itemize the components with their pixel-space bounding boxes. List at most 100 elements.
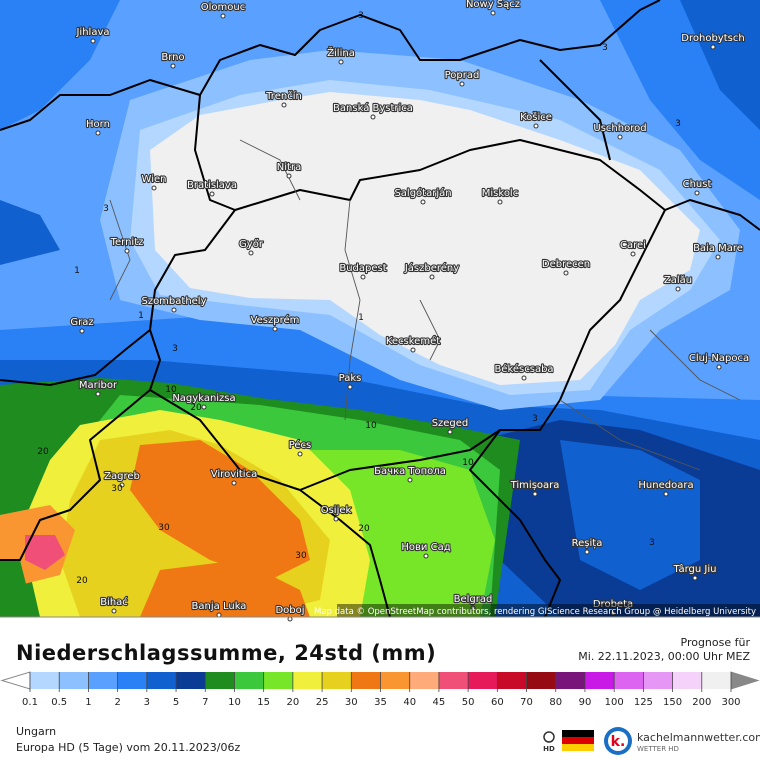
city-dot xyxy=(286,173,292,179)
city-dot xyxy=(470,605,476,611)
city-dot xyxy=(170,63,176,69)
city-label: Paks xyxy=(339,373,362,384)
scale-label: 25 xyxy=(316,697,329,708)
scale-label: 90 xyxy=(579,697,592,708)
city-label: Poprad xyxy=(445,70,480,81)
scale-label: 60 xyxy=(491,697,504,708)
scale-label: 7 xyxy=(202,697,208,708)
scale-swatch xyxy=(555,672,585,689)
city-label: Graz xyxy=(70,317,93,328)
city-label: Nagykanizsa xyxy=(172,393,235,404)
contour-label: 20 xyxy=(358,524,370,534)
contour-label: 10 xyxy=(365,421,377,431)
city-dot xyxy=(617,134,623,140)
badge-text: HD xyxy=(543,745,555,753)
contour-label: 3 xyxy=(675,119,681,129)
city-label: Zalău xyxy=(664,275,692,286)
contour-label: 20 xyxy=(37,447,49,457)
city-label: Carei xyxy=(620,240,646,251)
city-label: Drohobytsch xyxy=(681,33,744,44)
scale-swatch xyxy=(497,672,527,689)
city-label: Salgótarján xyxy=(394,187,451,199)
city-label: Kecskemét xyxy=(386,335,440,347)
city-dot xyxy=(272,326,278,332)
contour-label: 10 xyxy=(462,458,474,468)
contour-label: 3 xyxy=(602,43,608,53)
scale-swatch xyxy=(292,672,323,689)
city-dot xyxy=(423,553,429,559)
contour-label: 3 xyxy=(532,414,538,424)
scale-arrow-left xyxy=(0,671,31,690)
forecast-time: Mi. 22.11.2023, 00:00 Uhr MEZ xyxy=(578,650,750,663)
scale-swatch xyxy=(526,672,556,689)
scale-swatch xyxy=(176,672,206,689)
scale-swatch xyxy=(643,672,673,689)
scale-label: 2 xyxy=(114,697,120,708)
city-dot xyxy=(490,10,496,16)
city-label: Miskolc xyxy=(482,188,518,199)
city-dot xyxy=(459,81,465,87)
contour-label: 3 xyxy=(649,538,655,548)
city-dot xyxy=(248,250,254,256)
scale-swatch xyxy=(234,672,264,689)
contour-label: 10 xyxy=(165,385,177,395)
city-dot xyxy=(630,251,636,257)
hd-badge: HD xyxy=(543,731,555,753)
city-dot xyxy=(715,254,721,260)
city-label: Baia Mare xyxy=(693,243,743,254)
city-label: Virovitica xyxy=(211,469,257,480)
scale-swatch xyxy=(263,672,293,689)
city-label: Târgu Jiu xyxy=(673,563,717,575)
city-label: Jászberény xyxy=(404,262,459,274)
city-label: Veszprém xyxy=(251,314,300,326)
city-label: Nitra xyxy=(277,162,301,173)
city-label: Nowy Sącz xyxy=(466,0,520,10)
city-dot xyxy=(710,44,716,50)
city-label: Brno xyxy=(161,52,184,63)
city-label: Budapest xyxy=(339,263,386,274)
contour-label: 30 xyxy=(158,523,170,533)
scale-swatch xyxy=(672,672,702,689)
city-dot xyxy=(420,199,426,205)
scale-swatch xyxy=(351,672,381,689)
scale-label: 15 xyxy=(257,697,270,708)
legend-title: Niederschlagssumme, 24std (mm) xyxy=(16,641,436,665)
city-label: Osijek xyxy=(321,505,352,516)
city-label: Drobeta xyxy=(593,599,633,610)
city-dot xyxy=(429,274,435,280)
scale-label: 80 xyxy=(549,697,562,708)
scale-label: 70 xyxy=(520,697,533,708)
city-dot xyxy=(333,516,339,522)
city-label: Bihać xyxy=(100,596,128,608)
city-dot xyxy=(692,575,698,581)
city-dot xyxy=(584,549,590,555)
scale-swatch xyxy=(146,672,177,689)
contour-label: 3 xyxy=(103,204,109,214)
map-labels: Olomouc Nowy Sącz Jihlava Brno Žilina Drohoby… xyxy=(37,0,750,622)
city-dot xyxy=(287,616,293,622)
scale-swatch xyxy=(205,672,235,689)
city-dot xyxy=(370,114,376,120)
city-dot xyxy=(410,347,416,353)
contour-label: 1 xyxy=(358,313,364,323)
brand: kachelmannwetter.com xyxy=(637,731,760,744)
city-label: Doboj xyxy=(275,605,304,616)
model-run: Europa HD (5 Tage) vom 20.11.2023/06z xyxy=(16,741,240,754)
scale-label: 0.1 xyxy=(22,697,38,708)
city-dot xyxy=(533,123,539,129)
city-dot xyxy=(111,608,117,614)
city-label: Pécs xyxy=(289,439,312,451)
city-dot xyxy=(610,610,616,616)
city-dot xyxy=(532,491,538,497)
scale-label: 1 xyxy=(85,697,91,708)
contour-label: 30 xyxy=(111,484,123,494)
city-label: Бачка Топола xyxy=(374,466,446,477)
scale-label: 30 xyxy=(345,697,358,708)
scale-label: 3 xyxy=(144,697,150,708)
contour-label: 20 xyxy=(190,403,202,413)
scale-swatch xyxy=(380,672,410,689)
city-label: Reșița xyxy=(572,538,603,549)
scale-label: 35 xyxy=(374,697,387,708)
